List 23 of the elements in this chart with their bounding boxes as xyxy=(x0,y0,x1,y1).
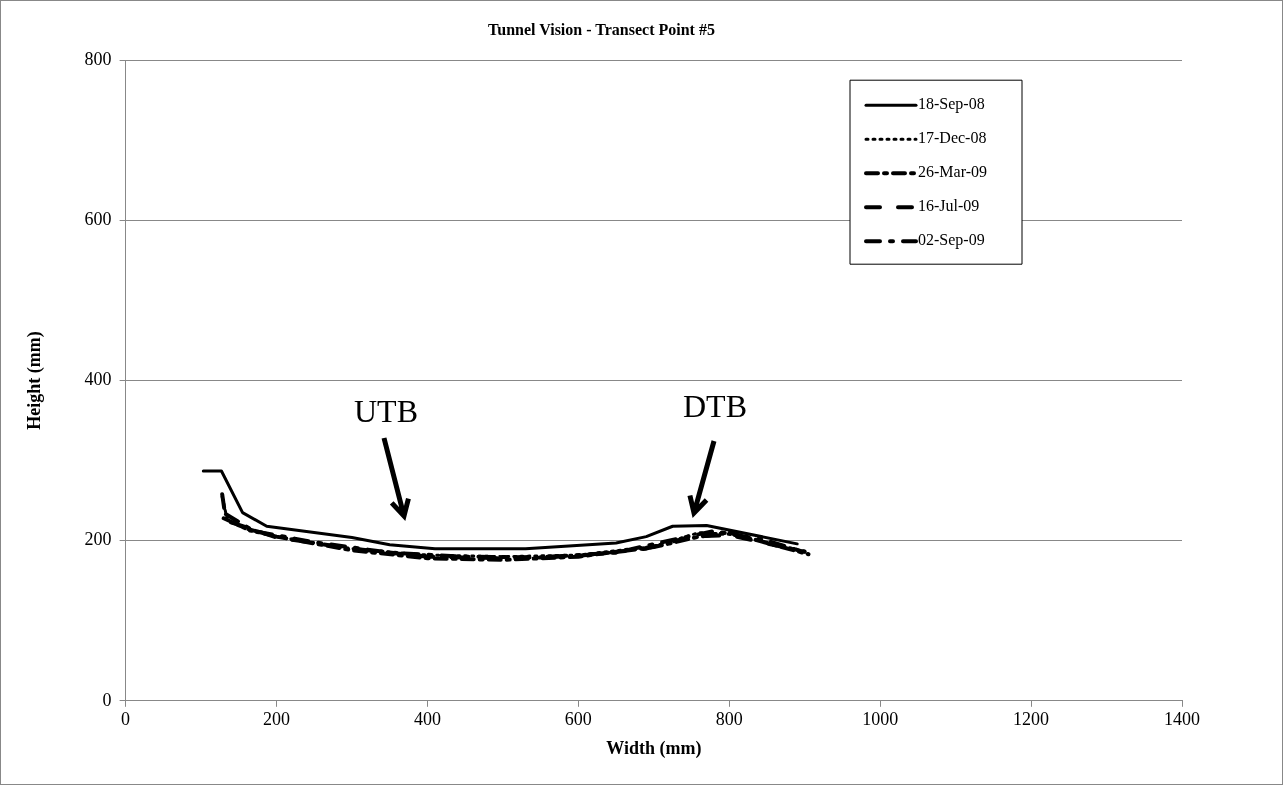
x-tick-label: 1200 xyxy=(1013,709,1050,730)
legend-label: 16-Jul-09 xyxy=(918,197,980,215)
x-tick-label: 600 xyxy=(564,709,592,730)
legend-label: 02-Sep-09 xyxy=(918,231,985,250)
x-tick-label: 1400 xyxy=(1164,709,1200,730)
annotation: UTB xyxy=(354,393,418,429)
y-axis-title: Height (mm) xyxy=(24,331,46,430)
x-axis-title: Width (mm) xyxy=(606,737,702,759)
x-tick-label: 200 xyxy=(263,709,291,730)
y-tick-label: 600 xyxy=(84,209,112,230)
x-tick-label: 400 xyxy=(413,709,441,730)
chart-title: Tunnel Vision - Transect Point #5 xyxy=(488,20,715,38)
y-tick-label: 200 xyxy=(84,529,112,550)
x-tick-label: 1000 xyxy=(862,709,899,730)
legend-label: 17-Dec-08 xyxy=(918,129,987,147)
annotation: DTB xyxy=(683,388,747,424)
y-tick-label: 400 xyxy=(84,369,112,390)
x-tick-label: 0 xyxy=(121,709,131,730)
legend-label: 26-Mar-09 xyxy=(918,163,987,181)
y-tick-label: 800 xyxy=(84,48,112,69)
x-tick-label: 800 xyxy=(715,709,743,730)
legend-label: 18-Sep-08 xyxy=(918,95,985,114)
y-tick-label: 0 xyxy=(102,689,112,710)
